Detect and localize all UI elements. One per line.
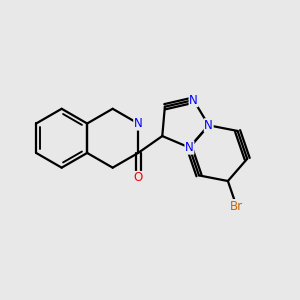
- Text: N: N: [189, 94, 198, 106]
- Text: N: N: [204, 119, 213, 132]
- Text: N: N: [134, 117, 142, 130]
- Text: Br: Br: [230, 200, 243, 213]
- Text: O: O: [134, 172, 143, 184]
- Text: N: N: [185, 141, 194, 154]
